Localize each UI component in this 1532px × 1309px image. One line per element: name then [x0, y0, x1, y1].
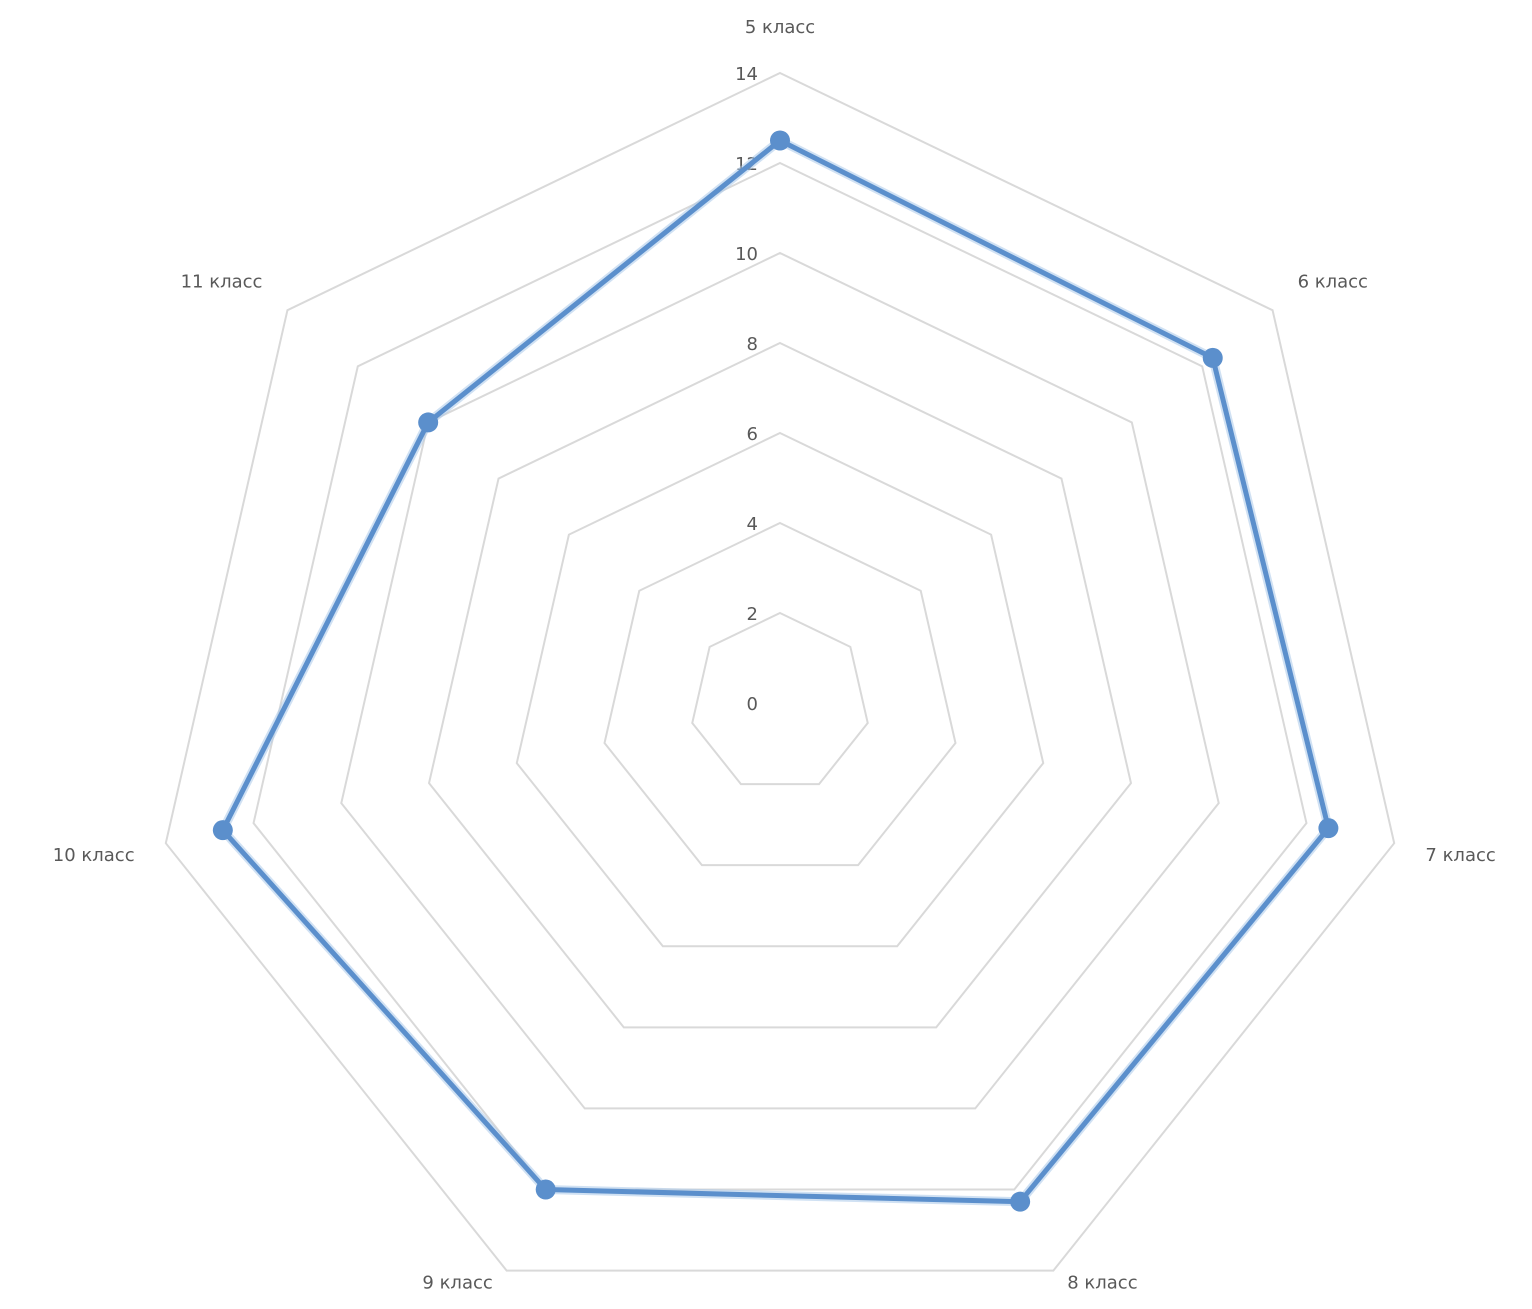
data-point-marker	[535, 1179, 556, 1200]
grid-ring-12	[252, 161, 1308, 1191]
radial-tick-label: 4	[747, 514, 758, 535]
data-point-marker	[1318, 818, 1339, 839]
radial-tick-label: 6	[747, 424, 758, 445]
grid-ring-10	[340, 251, 1220, 1110]
category-labels: 5 класс 6 класс 7 класс 8 класс 9 класс 10 кл…	[53, 17, 1496, 1293]
data-point-marker	[1202, 347, 1223, 368]
data-point-marker	[212, 820, 233, 841]
grid-ring-4	[603, 521, 957, 867]
radial-tick-label: 8	[747, 334, 758, 355]
data-point-marker	[1010, 1191, 1031, 1212]
series-line-halo	[218, 136, 1333, 1207]
category-label: 8 класс	[1067, 1272, 1137, 1293]
radial-tick-label: 10	[735, 244, 758, 265]
grid-ring-8	[427, 341, 1133, 1029]
grid-ring-14	[164, 71, 1396, 1272]
category-label: 7 класс	[1425, 845, 1495, 866]
category-label: 10 класс	[53, 845, 135, 866]
data-point-marker	[418, 412, 439, 433]
category-label: 5 класс	[745, 17, 815, 38]
radial-tick-label: 14	[735, 64, 758, 85]
grid-layer	[164, 71, 1396, 1272]
grid-ring-2	[691, 611, 869, 786]
series-line	[220, 138, 1331, 1205]
category-label: 6 класс	[1298, 271, 1368, 292]
category-label: 11 класс	[181, 271, 263, 292]
grid-ring-6	[515, 431, 1045, 948]
category-label: 9 класс	[422, 1272, 492, 1293]
series-layer	[212, 130, 1339, 1212]
radial-tick-label: 2	[747, 604, 758, 625]
data-point-marker	[770, 130, 790, 151]
radial-tick-label: 0	[747, 694, 758, 715]
